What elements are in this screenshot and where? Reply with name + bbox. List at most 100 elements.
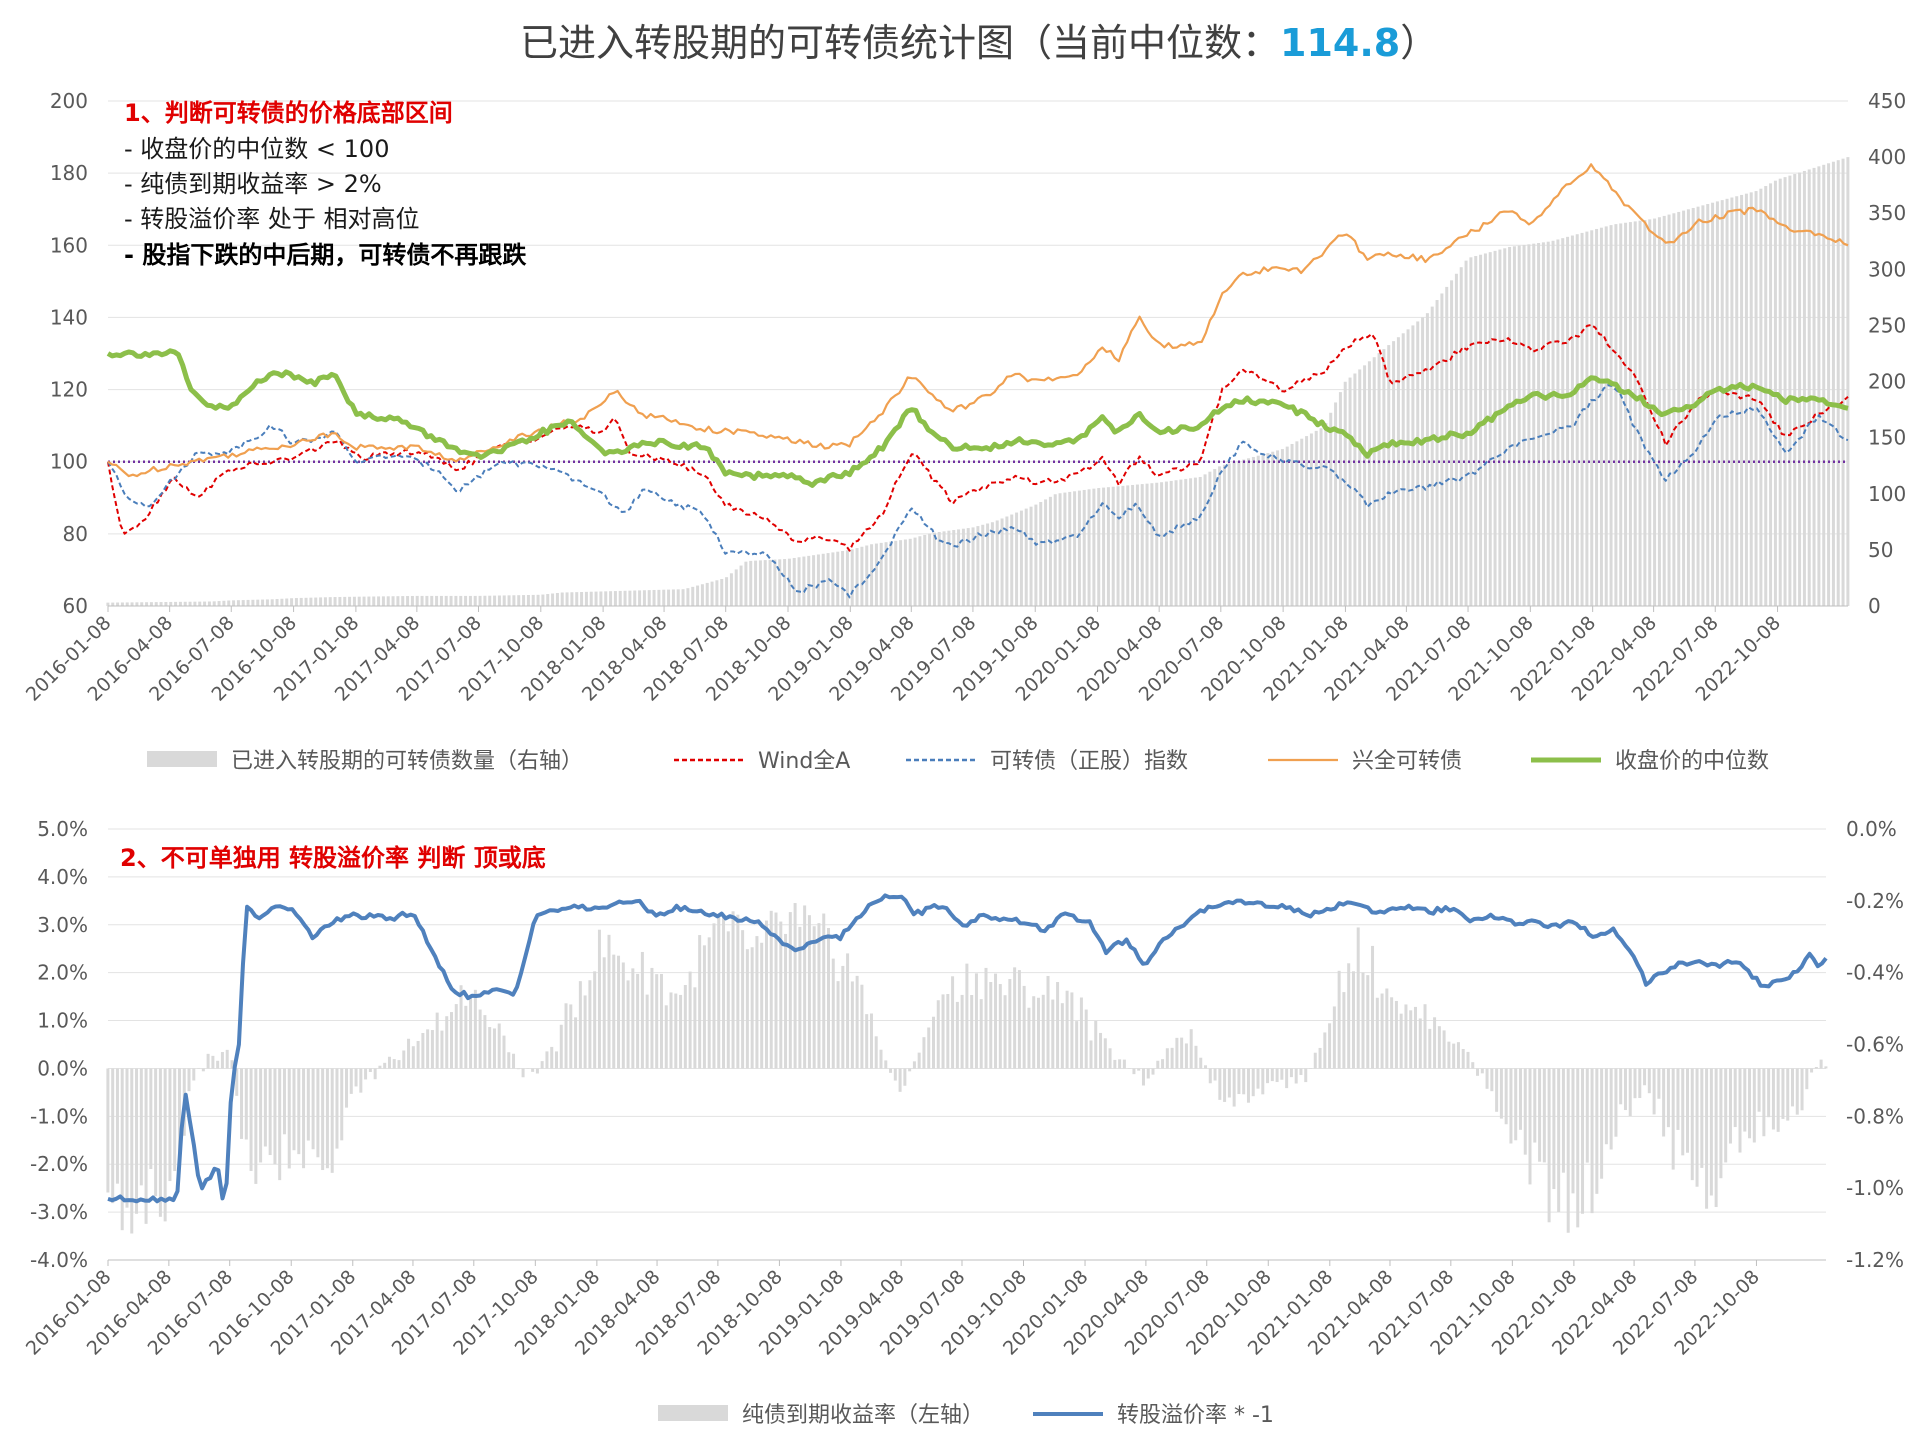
bar-63: [407, 1038, 411, 1069]
chart2-legend: 纯债到期收益率（左轴） 转股溢价率 * -1: [658, 1403, 1274, 1428]
bar-281: [1447, 1041, 1451, 1069]
bar-109: [626, 980, 630, 1069]
bar-298: [1546, 241, 1550, 606]
bar-153: [845, 550, 849, 606]
bar-2: [115, 1068, 119, 1184]
bar-135: [750, 947, 754, 1069]
bar-212: [1118, 1059, 1122, 1069]
bar-132: [736, 914, 740, 1069]
chart-title-close: ）: [1400, 21, 1438, 65]
bar-292: [1517, 245, 1521, 606]
series-line-4: [106, 348, 1849, 488]
bar-185: [1000, 518, 1004, 606]
bar-67: [426, 1029, 430, 1069]
chart-title-text: 已进入转股期的可转债统计图（当前中位数：: [520, 21, 1280, 65]
bar-268: [1401, 333, 1405, 606]
bar-98: [574, 1017, 578, 1069]
bar-169: [912, 1061, 916, 1069]
bar-30: [251, 599, 255, 606]
bar-5: [130, 602, 134, 606]
bar-86: [516, 1068, 520, 1070]
bar-22: [211, 1055, 215, 1069]
bar-214: [1140, 484, 1144, 606]
bar-274: [1430, 306, 1434, 606]
y-right-tick-label: -1.2%: [1846, 1248, 1904, 1272]
bar-260: [1347, 963, 1351, 1069]
bar-288: [1498, 249, 1502, 606]
bar-211: [1126, 485, 1130, 606]
bar-265: [1371, 945, 1375, 1069]
y-left-tick-label: -3.0%: [30, 1200, 88, 1224]
bar-235: [1227, 1068, 1231, 1098]
bar-44: [316, 1068, 320, 1158]
bar-315: [1609, 1068, 1613, 1150]
bar-157: [865, 545, 869, 606]
bar-109: [633, 590, 637, 606]
bar-341: [1754, 191, 1758, 606]
bar-156: [850, 981, 854, 1069]
legend-label-2: 可转债（正股）指数: [990, 749, 1188, 774]
bar-20: [201, 1068, 205, 1072]
bar-174: [947, 530, 951, 606]
bar-354: [1817, 166, 1821, 607]
y-left-tick-label: 160: [50, 233, 88, 257]
bar-303: [1552, 1068, 1556, 1190]
bar-193: [1027, 1007, 1031, 1069]
y-right-tick-label: 100: [1868, 482, 1906, 506]
bar-327: [1666, 1068, 1670, 1128]
bar-319: [1648, 219, 1652, 606]
bar-60: [396, 596, 400, 606]
bar-246: [1280, 1068, 1284, 1080]
bar-300: [1538, 1068, 1542, 1162]
bar-5: [130, 1068, 134, 1234]
bar-259: [1342, 992, 1346, 1069]
bar-254: [1334, 402, 1338, 606]
bar-166: [898, 1068, 902, 1092]
bar-161: [884, 542, 888, 606]
bar-181: [970, 994, 974, 1069]
bar-289: [1485, 1068, 1489, 1089]
bar-313: [1619, 223, 1623, 606]
bar-146: [803, 905, 807, 1069]
bar-125: [710, 581, 714, 606]
bar-303: [1570, 235, 1574, 607]
bar-292: [1499, 1068, 1503, 1119]
bar-52: [357, 596, 361, 606]
bar-313: [1600, 1068, 1604, 1179]
y-right-tick-label: 400: [1868, 145, 1906, 169]
bar-18: [193, 601, 197, 606]
bar-252: [1324, 423, 1328, 606]
chart-title-value: 114.8: [1280, 21, 1400, 65]
annotation-2: 2、不可单独用 转股溢价率 判断 顶或底: [120, 844, 546, 872]
bar-69: [435, 1012, 439, 1069]
bar-37: [282, 1068, 286, 1135]
bar-352: [1786, 1068, 1790, 1121]
bar-171: [922, 1037, 926, 1069]
bar-49: [340, 1068, 344, 1141]
bar-94: [560, 592, 564, 606]
bar-137: [768, 559, 772, 606]
chart-title: 已进入转股期的可转债统计图（当前中位数：114.8）: [520, 21, 1438, 65]
bar-231: [1222, 464, 1226, 606]
bar-119: [681, 589, 685, 606]
bar-160: [869, 1013, 873, 1069]
bar-120: [686, 588, 690, 606]
bar-47: [333, 597, 337, 606]
bar-273: [1409, 1010, 1413, 1069]
bar-318: [1623, 1068, 1627, 1111]
bar-31: [256, 599, 260, 606]
bar-214: [1127, 1068, 1131, 1069]
bar-36: [278, 1068, 282, 1181]
bar-95: [559, 1024, 563, 1069]
bar-192: [1022, 985, 1026, 1069]
bar-21: [207, 601, 211, 606]
bar-100: [583, 995, 587, 1069]
bar-278: [1450, 280, 1454, 606]
bar-12: [163, 1068, 167, 1222]
bar-101: [588, 980, 592, 1069]
bar-192: [1034, 504, 1038, 606]
bar-191: [1029, 506, 1033, 606]
bar-338: [1740, 194, 1744, 606]
y-right-tick-label: 50: [1868, 538, 1893, 562]
bar-351: [1802, 170, 1806, 607]
